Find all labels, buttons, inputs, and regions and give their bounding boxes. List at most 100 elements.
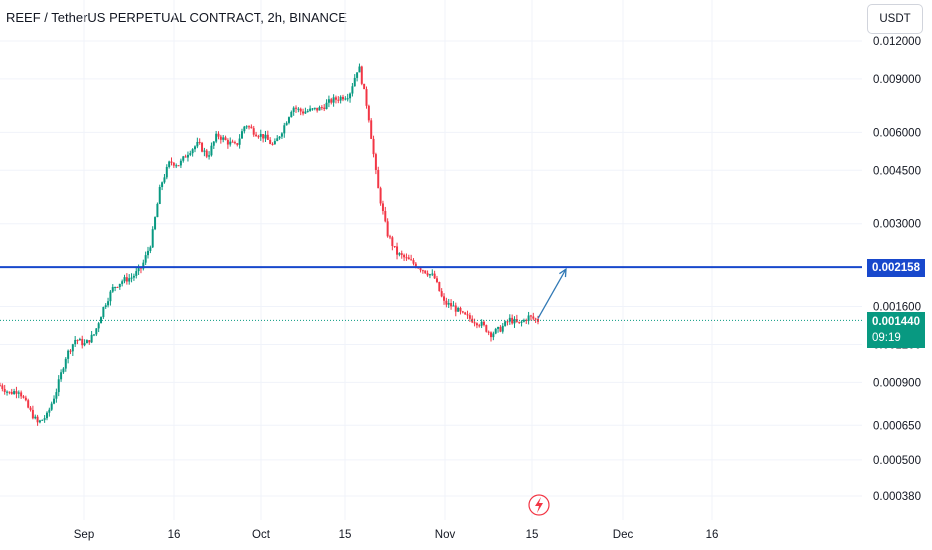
candle-body xyxy=(356,72,359,78)
candle-body xyxy=(412,260,415,264)
candle-body xyxy=(297,108,300,110)
candle-body xyxy=(182,156,185,161)
candle-body xyxy=(313,107,316,109)
candle-body xyxy=(0,385,1,387)
candle-body xyxy=(276,138,279,142)
candle-body xyxy=(184,156,187,158)
candle-body xyxy=(100,317,103,324)
candle-body xyxy=(320,107,323,109)
projection-arrow[interactable] xyxy=(537,268,567,319)
candle-body xyxy=(62,368,65,373)
candle-body xyxy=(210,145,213,156)
candle-body xyxy=(506,321,509,323)
candle-body xyxy=(104,305,107,308)
candle-body xyxy=(154,217,157,230)
candle-body xyxy=(161,182,164,188)
candle-body xyxy=(215,133,218,142)
x-tick-label: Oct xyxy=(252,529,271,541)
candle-body xyxy=(34,416,37,419)
candle-body xyxy=(511,317,514,324)
candle-body xyxy=(238,138,241,145)
candle-body xyxy=(365,89,368,106)
candle-body xyxy=(78,338,81,341)
candle-body xyxy=(123,277,126,282)
candle-body xyxy=(475,323,478,326)
candle-body xyxy=(452,305,455,307)
candle-body xyxy=(69,350,72,352)
candle-body xyxy=(508,317,511,322)
y-tick-label: 0.000900 xyxy=(873,377,921,389)
lightning-icon[interactable] xyxy=(528,494,550,516)
y-tick-label: 0.000500 xyxy=(873,455,921,467)
candle-body xyxy=(229,141,232,145)
candle-body xyxy=(116,286,119,288)
candle-body xyxy=(85,340,88,344)
candle-body xyxy=(201,142,204,152)
candle-body xyxy=(36,416,39,423)
candle-body xyxy=(132,275,135,278)
candle-body xyxy=(114,286,117,288)
candle-body xyxy=(165,166,168,178)
x-tick-label: 16 xyxy=(706,529,719,541)
candle-body xyxy=(88,340,91,343)
candle-body xyxy=(158,187,161,204)
candle-body xyxy=(45,412,48,419)
candle-body xyxy=(248,126,251,128)
candle-body xyxy=(226,139,229,145)
x-axis[interactable]: Sep 16 Oct 15 Nov 15 Dec 16 xyxy=(74,529,719,541)
candle-body xyxy=(513,319,516,324)
candle-body xyxy=(306,110,309,112)
candle-body xyxy=(262,134,265,139)
candle-body xyxy=(219,136,222,140)
candle-body xyxy=(464,312,467,315)
candle-body xyxy=(189,153,192,155)
candle-body xyxy=(177,165,180,167)
candle-body xyxy=(191,149,194,154)
candle-body xyxy=(290,111,293,118)
candle-body xyxy=(332,97,335,103)
candle-body xyxy=(388,236,391,238)
candle-body xyxy=(520,321,523,323)
candle-body xyxy=(142,262,145,269)
candle-body xyxy=(459,307,462,312)
candle-body xyxy=(179,160,182,166)
candle-body xyxy=(48,409,51,413)
candle-body xyxy=(287,117,290,123)
candle-body xyxy=(490,332,493,338)
candle-body xyxy=(57,379,60,393)
candle-body xyxy=(431,273,434,275)
candle-body xyxy=(318,107,321,111)
candle-body xyxy=(424,270,427,274)
candle-body xyxy=(445,300,448,305)
candle-body xyxy=(537,319,539,322)
candle-body xyxy=(130,277,133,279)
candle-body xyxy=(97,323,100,329)
candle-body xyxy=(487,331,490,333)
candle-body xyxy=(381,203,384,211)
candle-body xyxy=(527,315,530,321)
candle-body xyxy=(168,161,171,167)
candle-body xyxy=(20,392,23,397)
candle-body xyxy=(353,77,356,87)
candle-body xyxy=(22,396,25,398)
candle-body xyxy=(6,391,9,393)
candle-body xyxy=(367,105,370,121)
y-tick-label: 0.009000 xyxy=(873,74,921,86)
candle-body xyxy=(435,278,438,282)
candle-body xyxy=(8,391,11,393)
candle-body xyxy=(175,165,178,167)
candle-body xyxy=(478,325,481,327)
candle-body xyxy=(403,254,406,258)
candle-body xyxy=(107,301,110,306)
candle-body xyxy=(144,255,147,263)
candle-body xyxy=(149,247,152,251)
x-tick-label: 16 xyxy=(168,529,181,541)
y-axis[interactable]: 0.012000 0.009000 0.006000 0.004500 0.003000… xyxy=(873,36,921,503)
candle-body xyxy=(370,120,373,139)
candle-body xyxy=(125,277,128,282)
currency-button[interactable]: USDT xyxy=(867,4,923,34)
candle-body xyxy=(393,245,396,247)
candle-body xyxy=(334,97,337,100)
x-tick-label: 15 xyxy=(526,529,539,541)
